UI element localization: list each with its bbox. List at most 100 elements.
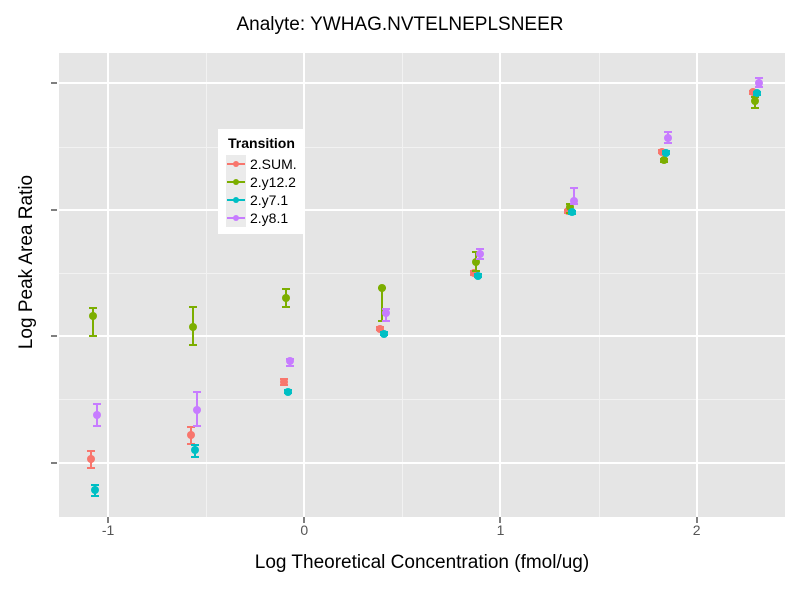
error-bar-cap-lower — [89, 335, 98, 338]
error-bar-cap-upper — [750, 95, 759, 98]
error-bar-cap-upper — [664, 131, 673, 134]
legend-key-swatch — [226, 191, 246, 209]
error-bar-cap-lower — [750, 106, 759, 109]
gridline-major-x — [499, 53, 502, 517]
data-point — [281, 294, 290, 303]
gridline-minor-y — [59, 146, 785, 148]
data-point — [283, 387, 292, 396]
legend-item-label: 2.y12.2 — [250, 174, 296, 190]
plot-panel: Transition 2.SUM. 2.y12.2 2.y7.1 2.y8.1 — [59, 53, 785, 517]
gridline-minor-x — [206, 53, 208, 517]
gridline-major-y — [59, 82, 785, 85]
data-point — [279, 377, 288, 386]
legend-key-swatch — [226, 155, 246, 173]
error-bar-cap-lower — [281, 306, 290, 309]
error-bar-cap-lower — [285, 364, 294, 367]
error-bar-cap-lower — [91, 494, 100, 497]
x-axis-tick-label: 1 — [496, 522, 505, 538]
error-bar-cap-lower — [754, 86, 763, 89]
error-bar-cap-upper — [187, 425, 196, 428]
data-point — [381, 309, 390, 318]
x-axis-tick-label: 0 — [300, 522, 309, 538]
gridline-minor-y — [59, 399, 785, 401]
legend-item-2-y12-2[interactable]: 2.y12.2 — [226, 173, 297, 191]
x-axis-tickmark — [499, 517, 502, 523]
gridline-minor-x — [598, 53, 600, 517]
legend-item-label: 2.y8.1 — [250, 210, 289, 226]
error-bar-cap-lower — [191, 455, 200, 458]
error-bar-cap-upper — [381, 308, 390, 311]
legend-item-2-SUM-[interactable]: 2.SUM. — [226, 155, 297, 173]
legend-key-swatch — [226, 173, 246, 191]
gridline-major-y — [59, 335, 785, 338]
data-point — [566, 203, 575, 212]
x-axis-label: Log Theoretical Concentration (fmol/ug) — [254, 552, 590, 573]
error-bar-cap-upper — [281, 288, 290, 291]
data-point — [285, 357, 294, 366]
error-bar-cap-lower — [475, 258, 484, 261]
data-point — [568, 208, 577, 217]
error-bar-cap-upper — [87, 449, 96, 452]
legend-title: Transition — [228, 135, 295, 151]
legend: Transition 2.SUM. 2.y12.2 2.y7.1 2.y8.1 — [218, 129, 305, 234]
error-bar — [380, 286, 383, 323]
gridline-major-x — [695, 53, 698, 517]
error-bar-cap-lower — [381, 320, 390, 323]
legend-items: 2.SUM. 2.y12.2 2.y7.1 2.y8.1 — [226, 155, 297, 227]
x-axis-tickmark — [695, 517, 698, 523]
error-bar-cap-upper — [89, 307, 98, 310]
error-bar-cap-lower — [471, 269, 480, 272]
legend-item-label: 2.y7.1 — [250, 192, 289, 208]
data-point — [750, 97, 759, 106]
gridline-major-x — [107, 53, 110, 517]
legend-item-2-y7-1[interactable]: 2.y7.1 — [226, 191, 297, 209]
chart-title: Analyte: YWHAG.NVTELNEPLSNEER — [236, 14, 564, 35]
data-point — [93, 410, 102, 419]
error-bar-cap-lower — [664, 142, 673, 145]
error-bar — [573, 187, 576, 205]
data-point — [475, 250, 484, 259]
error-bar-cap-upper — [570, 187, 579, 190]
error-bar-cap-lower — [93, 425, 102, 428]
error-bar-cap-upper — [93, 403, 102, 406]
data-point — [191, 445, 200, 454]
gridline-major-y — [59, 208, 785, 211]
data-point — [89, 311, 98, 320]
data-point — [189, 323, 198, 332]
y-axis-tickmark — [51, 335, 57, 338]
y-axis-tickmark — [51, 208, 57, 211]
gridline-minor-y — [59, 272, 785, 274]
error-bar-cap-lower — [87, 466, 96, 469]
legend-item-2-y8-1[interactable]: 2.y8.1 — [226, 209, 297, 227]
error-bar — [92, 307, 95, 338]
data-point — [473, 271, 482, 280]
data-point — [87, 454, 96, 463]
error-bar-cap-upper — [189, 305, 198, 308]
error-bar-cap-upper — [754, 77, 763, 80]
data-point — [379, 329, 388, 338]
y-axis-tickmark — [51, 82, 57, 85]
data-point — [193, 405, 202, 414]
data-point — [570, 196, 579, 205]
error-bar-cap-upper — [475, 247, 484, 250]
data-point — [471, 257, 480, 266]
error-bar-cap-lower — [189, 344, 198, 347]
x-axis-tick-label: 2 — [692, 522, 701, 538]
data-point — [754, 79, 763, 88]
data-point — [375, 324, 384, 333]
y-axis-tickmark — [51, 461, 57, 464]
data-point — [664, 133, 673, 142]
y-axis-label: Log Peak Area Ratio — [16, 174, 37, 350]
gridline-minor-x — [402, 53, 404, 517]
error-bar-cap-upper — [191, 443, 200, 446]
error-bar-cap-lower — [193, 425, 202, 428]
gridline-major-x — [303, 53, 306, 517]
data-point — [187, 430, 196, 439]
data-point — [752, 89, 761, 98]
x-axis-tick-label: -1 — [101, 522, 115, 538]
legend-key-swatch — [226, 209, 246, 227]
error-bar-cap-upper — [91, 484, 100, 487]
data-point — [377, 284, 386, 293]
x-axis-tickmark — [107, 517, 110, 523]
